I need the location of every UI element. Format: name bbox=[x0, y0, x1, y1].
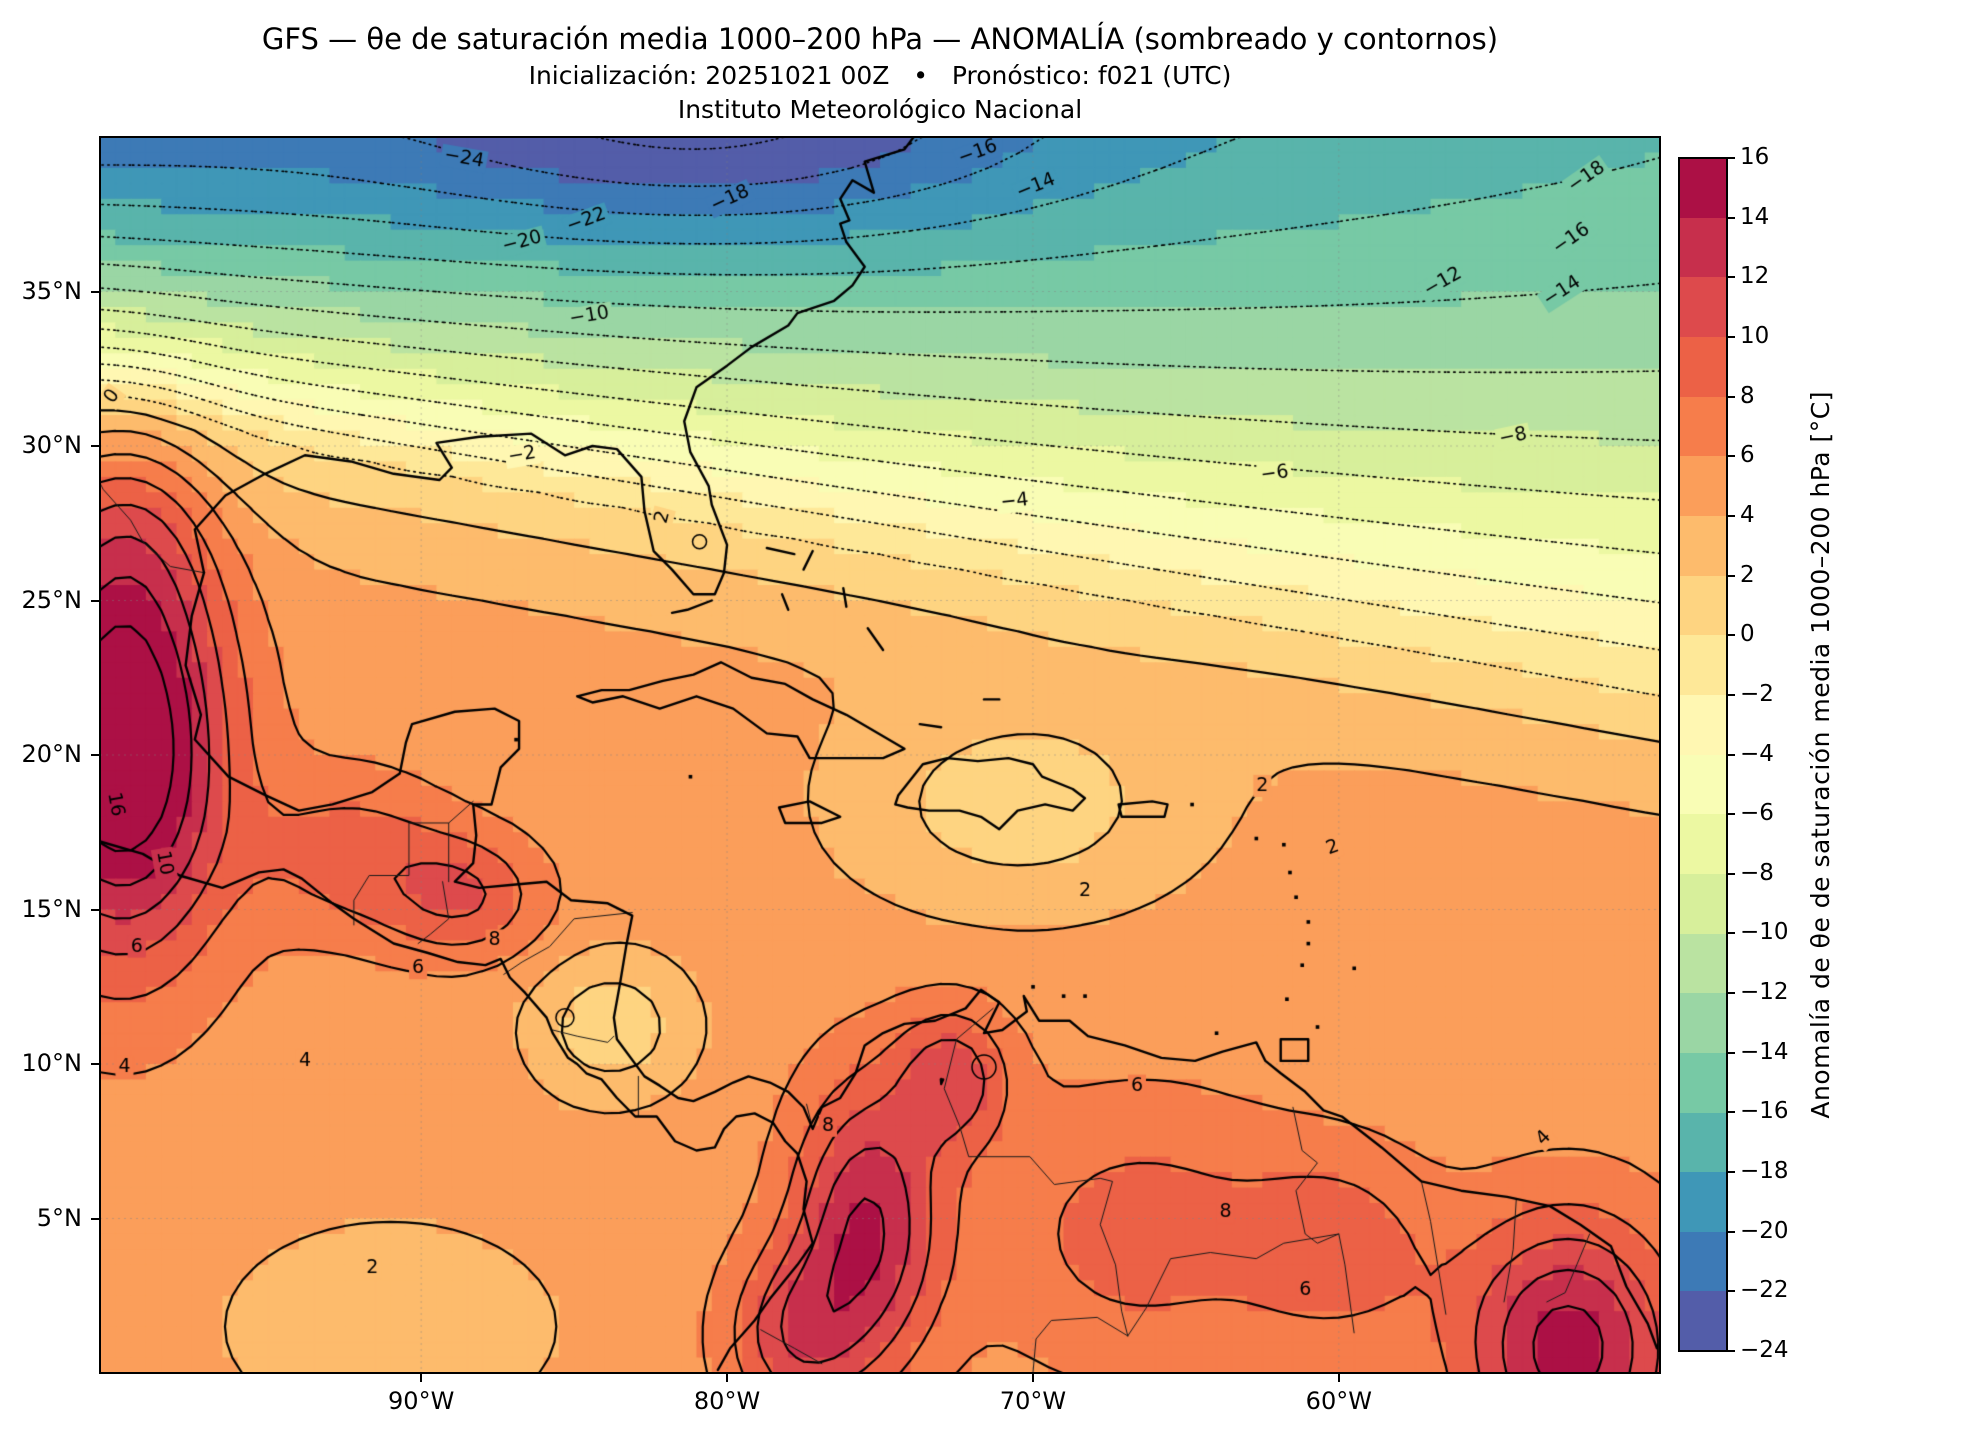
colorbar-tick-label: −22 bbox=[1740, 1277, 1789, 1304]
colorbar-band bbox=[1679, 277, 1727, 337]
colorbar-tick-label: 6 bbox=[1740, 442, 1755, 469]
colorbar-band bbox=[1679, 575, 1727, 636]
y-tick-mark bbox=[91, 1063, 100, 1065]
colorbar-tick-mark bbox=[1727, 276, 1735, 279]
colorbar-tick-label: −18 bbox=[1740, 1158, 1789, 1185]
colorbar-tick-label: 12 bbox=[1740, 263, 1770, 290]
colorbar-band bbox=[1679, 336, 1727, 397]
colorbar-tick-label: 10 bbox=[1740, 322, 1770, 349]
y-tick-mark bbox=[91, 599, 100, 602]
x-tick-mark bbox=[726, 1373, 729, 1382]
y-tick-label: 25°N bbox=[21, 585, 83, 614]
colorbar bbox=[1678, 157, 1728, 1352]
colorbar-tick-mark bbox=[1727, 1350, 1735, 1352]
colorbar-band bbox=[1679, 993, 1727, 1053]
colorbar-tick-label: −6 bbox=[1740, 800, 1774, 827]
colorbar-band bbox=[1679, 515, 1727, 576]
colorbar-tick-label: −16 bbox=[1740, 1098, 1789, 1125]
y-tick-mark bbox=[91, 445, 100, 447]
colorbar-tick-mark bbox=[1727, 932, 1735, 935]
colorbar-tick-label: 16 bbox=[1740, 144, 1770, 170]
x-tick-label: 70°W bbox=[999, 1387, 1067, 1415]
colorbar-band bbox=[1679, 158, 1727, 218]
colorbar-tick-mark bbox=[1727, 455, 1735, 458]
y-tick-label: 30°N bbox=[21, 431, 83, 459]
chart-subtitle: Inicialización: 20251021 00Z • Pronóstic… bbox=[528, 61, 1232, 90]
colorbar-tick-mark bbox=[1727, 634, 1735, 637]
colorbar-tick-mark bbox=[1727, 753, 1735, 756]
colorbar-tick-label: 2 bbox=[1740, 561, 1755, 588]
colorbar-tick-mark bbox=[1727, 872, 1735, 875]
colorbar-tick-label: −20 bbox=[1740, 1217, 1789, 1244]
y-tick-mark bbox=[91, 908, 100, 911]
colorbar-tick-label: −2 bbox=[1740, 680, 1774, 707]
colorbar-band bbox=[1679, 1291, 1727, 1352]
colorbar-tick-mark bbox=[1727, 1051, 1735, 1054]
colorbar-label-wrap: Anomalía de θe de saturación media 1000–… bbox=[1806, 158, 1835, 1351]
colorbar-band bbox=[1679, 635, 1727, 695]
colorbar-tick-mark bbox=[1727, 813, 1735, 816]
y-tick-label: 10°N bbox=[21, 1049, 83, 1077]
colorbar-tick-mark bbox=[1727, 693, 1735, 696]
colorbar-band bbox=[1679, 694, 1727, 755]
x-tick-mark bbox=[420, 1373, 423, 1382]
colorbar-band bbox=[1679, 814, 1727, 874]
x-tick-label: 60°W bbox=[1305, 1387, 1372, 1415]
colorbar-band bbox=[1679, 1231, 1727, 1292]
chart-institute: Instituto Meteorológico Nacional bbox=[677, 95, 1083, 124]
x-tick-label: 90°W bbox=[388, 1387, 455, 1415]
x-tick-label: 80°W bbox=[693, 1387, 761, 1415]
colorbar-tick-label: −4 bbox=[1740, 740, 1774, 767]
y-tick-mark bbox=[91, 1217, 100, 1220]
colorbar-tick-mark bbox=[1727, 157, 1735, 159]
colorbar-band bbox=[1679, 396, 1727, 457]
chart-title: GFS — θe de saturación media 1000–200 hP… bbox=[261, 22, 1499, 56]
colorbar-tick-mark bbox=[1727, 514, 1735, 517]
colorbar-band bbox=[1679, 1112, 1727, 1173]
title-block: GFS — θe de saturación media 1000–200 hP… bbox=[100, 20, 1660, 126]
colorbar-label: Anomalía de θe de saturación media 1000–… bbox=[1806, 390, 1835, 1119]
colorbar-tick-mark bbox=[1727, 1111, 1735, 1114]
x-tick-mark bbox=[1337, 1373, 1340, 1382]
colorbar-tick-label: −12 bbox=[1740, 979, 1789, 1006]
colorbar-band bbox=[1679, 1172, 1727, 1232]
colorbar-tick-mark bbox=[1727, 395, 1735, 398]
anomaly-map-canvas bbox=[99, 136, 1661, 1374]
colorbar-tick-label: 8 bbox=[1740, 382, 1755, 409]
y-tick-mark bbox=[91, 290, 100, 293]
y-tick-label: 15°N bbox=[21, 894, 83, 923]
colorbar-tick-mark bbox=[1727, 1171, 1735, 1174]
colorbar-tick-mark bbox=[1727, 1230, 1735, 1233]
y-tick-label: 20°N bbox=[21, 740, 83, 768]
colorbar-tick-label: −14 bbox=[1740, 1038, 1789, 1065]
colorbar-tick-label: −24 bbox=[1740, 1337, 1789, 1363]
colorbar-tick-label: 14 bbox=[1740, 203, 1770, 230]
y-tick-label: 35°N bbox=[21, 276, 83, 305]
colorbar-band bbox=[1679, 873, 1727, 934]
y-tick-label: 5°N bbox=[36, 1203, 82, 1232]
x-tick-mark bbox=[1031, 1373, 1034, 1382]
colorbar-tick-mark bbox=[1727, 335, 1735, 338]
colorbar-tick-mark bbox=[1727, 1290, 1735, 1293]
colorbar-tick-label: −8 bbox=[1740, 859, 1774, 886]
colorbar-tick-label: 0 bbox=[1740, 621, 1755, 648]
colorbar-tick-mark bbox=[1727, 574, 1735, 577]
colorbar-tick-label: −10 bbox=[1740, 919, 1789, 946]
colorbar-band bbox=[1679, 217, 1727, 278]
y-tick-mark bbox=[91, 754, 100, 756]
colorbar-tick-mark bbox=[1727, 992, 1735, 995]
colorbar-band bbox=[1679, 754, 1727, 815]
colorbar-tick-label: 4 bbox=[1740, 501, 1755, 528]
colorbar-tick-mark bbox=[1727, 216, 1735, 219]
colorbar-band bbox=[1679, 1052, 1727, 1113]
colorbar-band bbox=[1679, 456, 1727, 516]
colorbar-band bbox=[1679, 933, 1727, 994]
